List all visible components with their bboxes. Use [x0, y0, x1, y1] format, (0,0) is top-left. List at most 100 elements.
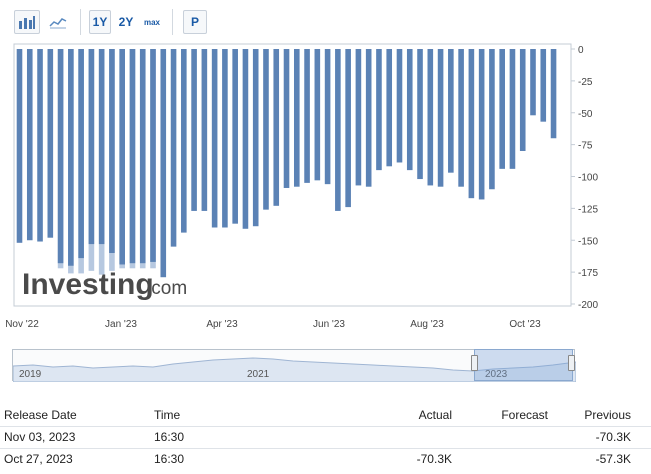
bar[interactable] — [263, 49, 269, 210]
x-tick-label: Jan '23 — [105, 319, 137, 330]
navigator-year: 2023 — [485, 369, 508, 380]
bar[interactable] — [139, 49, 146, 264]
plot-frame — [13, 43, 572, 307]
y-tick-label: -125 — [578, 204, 598, 215]
bar-chart-button[interactable] — [14, 10, 40, 34]
bar[interactable] — [211, 49, 218, 228]
watermark-brand: Investing — [22, 268, 154, 301]
bar[interactable] — [242, 49, 249, 229]
bar[interactable] — [386, 49, 393, 167]
bar[interactable] — [406, 49, 413, 171]
cell-forecast — [456, 425, 552, 448]
cell-actual: -70.3K — [350, 447, 456, 470]
bar[interactable] — [78, 49, 84, 259]
navigator-left-handle[interactable] — [470, 355, 478, 371]
range-max-button[interactable]: max — [141, 10, 163, 34]
table-header-row: Release Date Time Actual Forecast Previo… — [0, 404, 651, 426]
chart-toolbar: 1Y 2Y max P — [0, 0, 651, 40]
bar[interactable] — [47, 49, 54, 238]
bar[interactable] — [365, 49, 372, 187]
bar[interactable] — [509, 49, 516, 169]
bar[interactable] — [160, 49, 167, 278]
bar[interactable] — [129, 49, 136, 264]
bar[interactable] — [448, 49, 454, 173]
bar[interactable] — [499, 49, 505, 169]
navigator-frame: 2019 2021 2023 — [12, 349, 576, 382]
bar[interactable] — [437, 49, 444, 187]
bar[interactable] — [293, 49, 300, 187]
bar[interactable] — [232, 49, 238, 224]
bar[interactable] — [540, 49, 547, 122]
watermark-suffix: .com — [146, 278, 187, 299]
navigator-window[interactable] — [473, 349, 573, 381]
table-row: Oct 27, 2023 16:30 -70.3K -57.3K — [0, 447, 651, 470]
range-1y-button[interactable]: 1Y — [89, 10, 111, 34]
bar[interactable] — [324, 49, 331, 185]
bar[interactable] — [119, 49, 125, 265]
area-chart-icon — [49, 18, 67, 29]
navigator-right-handle[interactable] — [568, 355, 575, 371]
release-table: Release Date Time Actual Forecast Previo… — [0, 404, 651, 470]
bar[interactable] — [222, 49, 228, 228]
bar[interactable] — [283, 49, 290, 188]
bar[interactable] — [26, 49, 33, 241]
bar-chart: Investing .com 0 -25 -50 -75 -100 -125 -150 -17… — [5, 43, 598, 330]
bar[interactable] — [37, 49, 43, 242]
x-axis: Nov '22 Jan '23 Apr '23 Jun '23 Aug '23 Oct '… — [5, 319, 541, 330]
bar[interactable] — [468, 49, 475, 199]
bar[interactable] — [355, 49, 362, 186]
bar[interactable] — [458, 49, 464, 187]
x-tick-label: Oct '23 — [509, 319, 541, 330]
x-tick-label: Jun '23 — [313, 319, 345, 330]
y-axis: 0 -25 -50 -75 -100 -125 -150 -175 -200 — [571, 45, 598, 311]
header-time: Time — [154, 407, 181, 422]
bar[interactable] — [88, 49, 95, 245]
toolbar-separator — [80, 9, 81, 35]
bar[interactable] — [376, 49, 382, 171]
x-tick-label: Nov '22 — [5, 319, 39, 330]
cell-time: 16:30 — [150, 447, 350, 470]
range-navigator[interactable]: 2019 2021 2023 — [12, 349, 576, 382]
bar[interactable] — [427, 49, 434, 186]
bar[interactable] — [181, 49, 187, 233]
bar[interactable] — [335, 49, 341, 211]
bar[interactable] — [170, 49, 177, 247]
bar[interactable] — [314, 49, 321, 181]
bar[interactable] — [252, 49, 259, 227]
range-2y-button[interactable]: 2Y — [115, 10, 137, 34]
print-button[interactable]: P — [183, 10, 207, 34]
bar[interactable] — [304, 49, 310, 183]
cell-previous: -57.3K — [552, 447, 651, 470]
area-chart-button[interactable] — [45, 10, 71, 34]
bar[interactable] — [550, 49, 557, 139]
bar[interactable] — [57, 49, 64, 264]
bar[interactable] — [345, 49, 351, 208]
toolbar-separator — [172, 9, 173, 35]
x-tick-label: Aug '23 — [410, 319, 444, 330]
header-actual: Actual — [418, 407, 452, 422]
table-row: Nov 03, 2023 16:30 -70.3K — [0, 425, 651, 448]
bar[interactable] — [489, 49, 495, 190]
bar[interactable] — [98, 49, 105, 245]
bar[interactable] — [478, 49, 485, 200]
bar[interactable] — [16, 49, 23, 243]
bar[interactable] — [68, 49, 74, 266]
bar[interactable] — [396, 49, 403, 163]
bar[interactable] — [109, 49, 115, 253]
bar[interactable] — [150, 49, 156, 262]
cell-actual — [350, 425, 456, 448]
navigator-year: 2021 — [247, 369, 270, 380]
bar[interactable] — [201, 49, 208, 211]
bar[interactable] — [530, 49, 536, 116]
bar[interactable] — [191, 49, 197, 211]
navigator-year: 2019 — [19, 369, 42, 380]
bar[interactable] — [273, 49, 280, 206]
bar[interactable] — [417, 49, 423, 180]
y-tick-label: -25 — [578, 77, 593, 88]
y-tick-label: 0 — [578, 45, 584, 56]
y-tick-label: -100 — [578, 173, 598, 184]
bar[interactable] — [519, 49, 526, 151]
cell-release-date: Nov 03, 2023 — [0, 425, 150, 448]
y-tick-label: -150 — [578, 236, 598, 247]
y-tick-label: -75 — [578, 141, 593, 152]
